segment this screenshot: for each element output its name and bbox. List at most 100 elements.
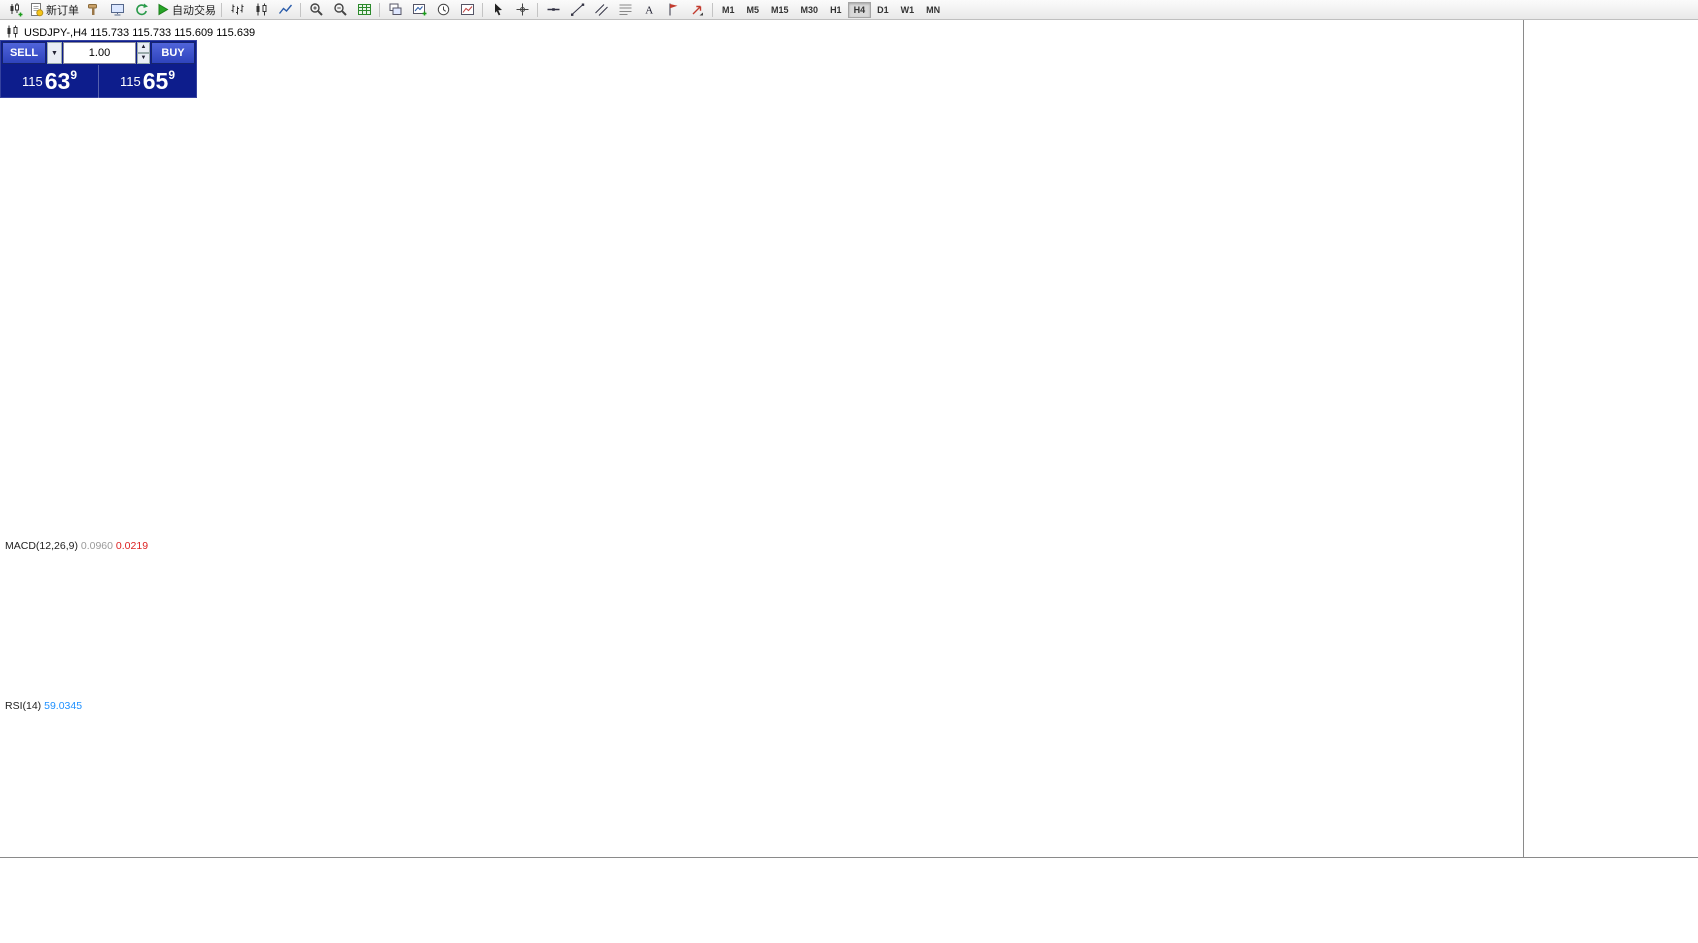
price-chart-canvas[interactable] xyxy=(0,20,1523,537)
macd-main-value: 0.0960 xyxy=(80,540,113,552)
cursor-button[interactable] xyxy=(486,1,510,19)
buy-price[interactable]: 115 65 9 xyxy=(99,65,196,98)
one-click-header: SELL ▼ ▲▼ BUY xyxy=(1,41,196,65)
refresh-button[interactable] xyxy=(129,1,153,19)
timeframe-w1-button[interactable]: W1 xyxy=(900,4,915,15)
monitor-icon xyxy=(110,4,124,16)
candlestick-chart-button[interactable] xyxy=(249,1,273,19)
text-icon: A xyxy=(645,5,653,17)
new-order-button-label: 新订单 xyxy=(46,4,79,17)
cursor-icon xyxy=(494,3,502,16)
buy-price-frac: 65 xyxy=(142,68,169,94)
trendline-icon xyxy=(570,3,584,16)
rsi-indicator-canvas[interactable] xyxy=(0,697,1523,857)
new-order-button[interactable]: 新订单 xyxy=(27,1,81,19)
sell-price-sup: 9 xyxy=(70,68,77,82)
rsi-label: RSI(14) 59.0345 xyxy=(5,700,82,712)
crosshair-icon xyxy=(516,3,528,16)
label-button[interactable] xyxy=(661,1,685,19)
timeframe-h4-button[interactable]: H4 xyxy=(847,1,872,18)
equidistant-channel-button[interactable] xyxy=(589,1,613,19)
macd-name: MACD(12,26,9) xyxy=(5,540,78,552)
macd-indicator-canvas[interactable] xyxy=(0,537,1523,697)
rsi-value: 59.0345 xyxy=(44,700,83,712)
volume-stepper[interactable]: ▲ ▼ xyxy=(137,42,150,64)
toolbar-separator xyxy=(482,2,483,17)
volume-up-icon[interactable]: ▲ xyxy=(137,42,150,53)
toolbar-separator xyxy=(300,2,301,17)
volume-input[interactable] xyxy=(63,42,136,64)
rsi-name: RSI(14) xyxy=(5,700,42,712)
crosshair-button[interactable] xyxy=(510,1,534,19)
chart-icon xyxy=(5,24,20,42)
buy-button[interactable]: BUY xyxy=(151,42,195,64)
horizontal-line-button[interactable] xyxy=(541,1,565,19)
sell-price[interactable]: 115 63 9 xyxy=(1,65,99,98)
autotrading-button[interactable]: 自动交易 xyxy=(153,1,218,19)
zoom-in-button[interactable] xyxy=(304,1,328,19)
new-chart-button[interactable] xyxy=(3,1,27,19)
main-toolbar: 新订单 自动交易 A M1 M5 M15 M30 H1 H4 D1 W1 MN xyxy=(0,0,1698,20)
trendline-button[interactable] xyxy=(565,1,589,19)
timeframe-m15-button[interactable]: M15 xyxy=(771,4,789,15)
fibonacci-button[interactable] xyxy=(613,1,637,19)
sell-button[interactable]: SELL xyxy=(2,42,46,64)
sell-price-frac: 63 xyxy=(44,68,71,94)
bars-icon xyxy=(231,4,243,15)
plus-chart-icon xyxy=(412,4,426,16)
channel-icon xyxy=(594,4,608,16)
bar-chart-button[interactable] xyxy=(225,1,249,19)
chart-frame-icon xyxy=(460,4,474,15)
time-axis[interactable] xyxy=(0,857,1698,876)
metaeditor-button[interactable] xyxy=(81,1,105,19)
timeframe-h1-button[interactable]: H1 xyxy=(830,4,842,15)
hline-icon xyxy=(547,8,559,11)
sell-price-int: 115 xyxy=(21,74,43,89)
toolbar-separator xyxy=(379,2,380,17)
buy-price-sup: 9 xyxy=(168,68,175,82)
one-click-trading-panel: SELL ▼ ▲▼ BUY 115 63 9 115 65 9 xyxy=(0,40,197,98)
volume-dropdown[interactable]: ▼ xyxy=(47,42,62,64)
candles-plus-icon xyxy=(10,3,22,17)
arrows-button[interactable] xyxy=(685,1,709,19)
line-chart-button[interactable] xyxy=(273,1,297,19)
timeframe-m1-button[interactable]: M1 xyxy=(722,4,735,15)
candles-icon xyxy=(7,25,18,38)
symbol-ohlc-text: USDJPY-,H4 115.733 115.733 115.609 115.6… xyxy=(24,27,256,39)
svg-text:A: A xyxy=(645,5,653,17)
order-icon xyxy=(31,3,44,17)
play-icon xyxy=(158,3,169,16)
tile-windows-button[interactable] xyxy=(352,1,376,19)
arrowicon-icon xyxy=(692,5,703,16)
fibo-icon xyxy=(619,4,631,15)
zoom-out-button[interactable] xyxy=(328,1,352,19)
market-watch-button[interactable] xyxy=(105,1,129,19)
line-icon xyxy=(278,4,292,14)
auto-scroll-button[interactable] xyxy=(431,1,455,19)
indicators-button[interactable] xyxy=(407,1,431,19)
toolbar-separator xyxy=(712,2,713,17)
refresh-icon xyxy=(135,3,148,16)
hammer-icon xyxy=(87,4,97,15)
chart-shift-button[interactable] xyxy=(455,1,479,19)
buy-price-int: 115 xyxy=(119,74,141,89)
price-scale-axis[interactable] xyxy=(1523,20,1698,857)
volume-down-icon[interactable]: ▼ xyxy=(137,53,150,64)
zoom-out-icon xyxy=(333,3,347,16)
cascade-windows-button[interactable] xyxy=(383,1,407,19)
autotrading-button-label: 自动交易 xyxy=(172,4,216,17)
timeframe-m5-button[interactable]: M5 xyxy=(746,4,760,15)
one-click-prices: 115 63 9 115 65 9 xyxy=(1,65,196,98)
symbol-ohlc-line: USDJPY-,H4 115.733 115.733 115.609 115.6… xyxy=(5,24,255,42)
toolbar-separator xyxy=(537,2,538,17)
text-button[interactable]: A xyxy=(637,1,661,19)
timeframe-m30-button[interactable]: M30 xyxy=(800,4,819,15)
clock-icon xyxy=(437,3,449,16)
timeframe-d1-button[interactable]: D1 xyxy=(877,4,889,15)
timeframe-mn-button[interactable]: MN xyxy=(926,4,941,15)
zoom-in-icon xyxy=(309,3,323,16)
grid-icon xyxy=(357,4,371,15)
cascade-icon xyxy=(389,3,401,15)
